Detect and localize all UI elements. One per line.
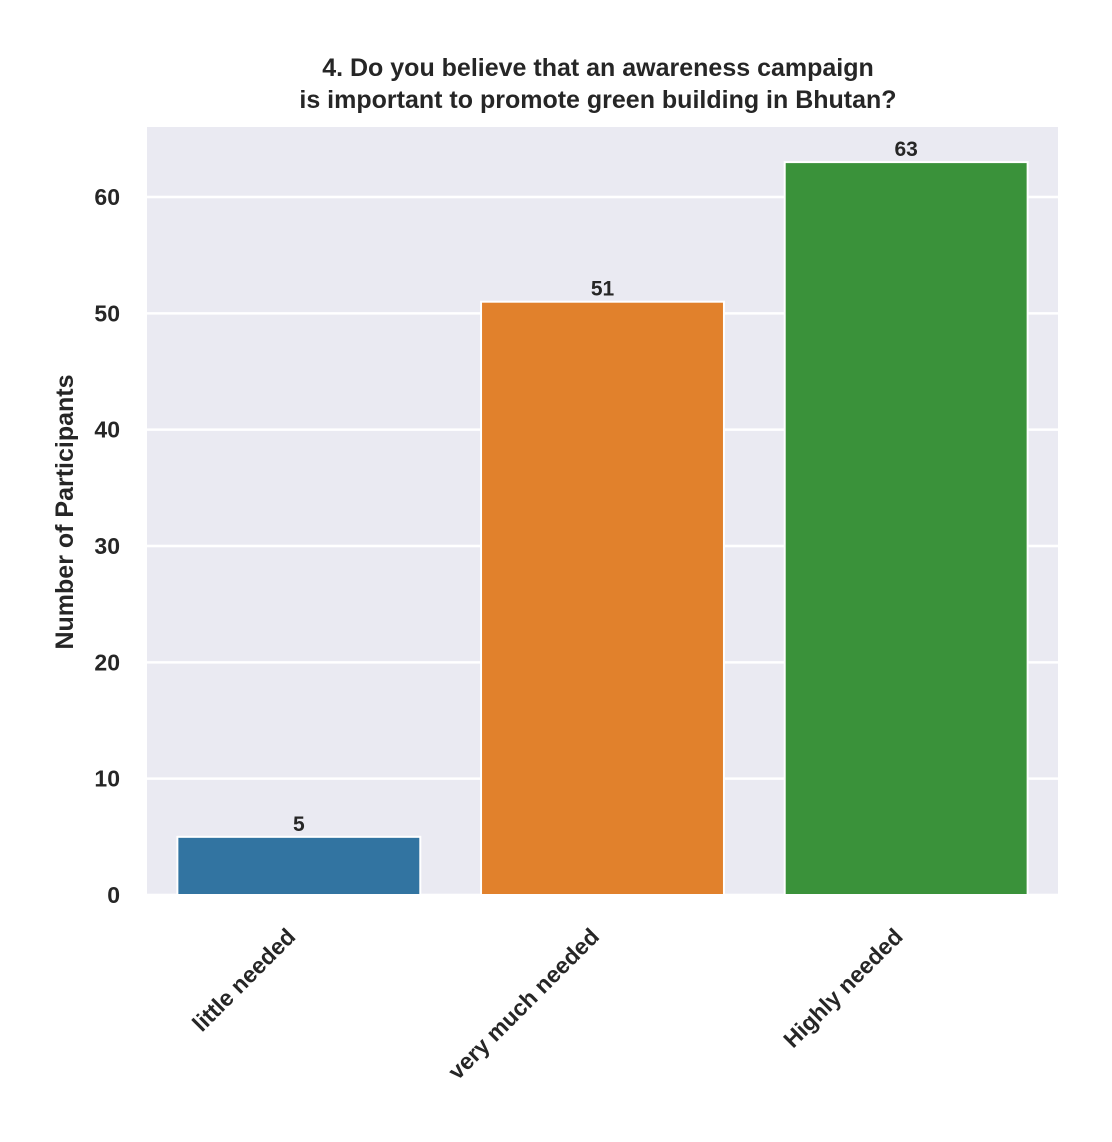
x-tick-label: Highly needed	[778, 923, 908, 1053]
x-axis-ticks: little needed very much needed Highly need…	[187, 923, 908, 1084]
bar-value-label: 51	[591, 278, 615, 301]
y-axis-label: Number of Participants	[51, 374, 79, 649]
y-tick-label: 10	[94, 766, 120, 792]
y-tick-label: 0	[107, 882, 120, 908]
x-tick-label: very much needed	[443, 923, 604, 1084]
y-tick-label: 40	[94, 417, 120, 443]
y-tick-label: 50	[94, 300, 120, 326]
x-tick-label: little needed	[187, 923, 300, 1036]
y-tick-label: 20	[94, 649, 120, 675]
bar-value-label: 63	[894, 138, 917, 161]
y-tick-label: 30	[94, 533, 120, 559]
bars	[176, 161, 1029, 897]
bar-value-label: 5	[293, 813, 305, 836]
y-axis-ticks: 0 10 20 30 40 50 60	[94, 184, 120, 908]
chart-title-line-1: 4. Do you believe that an awareness camp…	[322, 54, 874, 82]
y-tick-label: 60	[94, 184, 120, 210]
value-labels: 5 51 63	[293, 138, 918, 836]
bar	[783, 161, 1029, 897]
chart-title-line-2: is important to promote green building i…	[299, 86, 896, 114]
bar	[176, 835, 422, 896]
bar	[480, 300, 725, 896]
